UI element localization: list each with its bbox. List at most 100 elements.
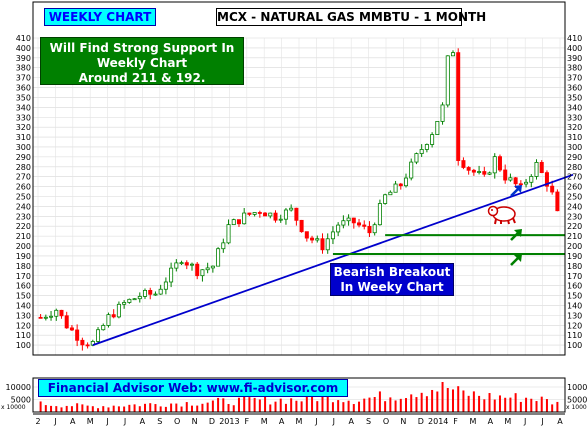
candle-body: [367, 225, 372, 234]
volume-bar: [535, 401, 538, 412]
volume-bar: [196, 405, 199, 412]
candle-body: [445, 55, 450, 106]
arrow-up-right-icon: [510, 254, 522, 266]
candle-body: [268, 212, 273, 217]
x-tick-label: A: [279, 417, 285, 426]
volume-bar: [519, 401, 522, 412]
candle-body: [503, 169, 508, 181]
volume-bar: [551, 404, 554, 412]
y-tick-label-left: 250: [16, 193, 31, 202]
x-tick-label: J: [53, 417, 56, 426]
y-tick-label-left: 240: [16, 202, 31, 211]
candle-body: [351, 217, 356, 224]
volume-bar: [159, 406, 162, 412]
y-tick-label-left: 370: [16, 74, 31, 83]
y-tick-label-left: 170: [16, 272, 31, 281]
y-tick-label-right: 400: [567, 44, 582, 53]
candle-body: [310, 237, 315, 241]
arrow-markers: [510, 185, 522, 266]
candle-body: [461, 160, 466, 168]
volume-bar: [457, 386, 460, 412]
support-line-1: Will Find Strong Support In: [49, 41, 235, 55]
volume-bar: [478, 395, 481, 412]
y-tick-label-right: 350: [567, 93, 582, 102]
candle-body: [205, 267, 210, 271]
y-tick-label-left: 330: [16, 113, 31, 122]
candle-body: [544, 172, 549, 187]
volume-bar: [399, 398, 402, 412]
x-tick-label: O: [383, 417, 389, 426]
candle-body: [424, 144, 429, 150]
volume-bar: [91, 406, 94, 412]
x-tick-label: M: [296, 417, 303, 426]
volume-bar: [545, 399, 548, 412]
volume-bar: [217, 397, 220, 412]
candle-body: [550, 185, 555, 193]
volume-bar: [65, 405, 68, 412]
volume-bar: [405, 398, 408, 412]
candle-body: [252, 212, 257, 215]
volume-bar: [436, 391, 439, 412]
candle-body: [497, 156, 502, 171]
candle-body: [257, 212, 262, 214]
volume-bar: [39, 401, 42, 412]
y-tick-label-right: 230: [567, 212, 582, 221]
candle-body: [336, 224, 341, 233]
candle-body: [221, 242, 226, 250]
y-tick-label-left: 220: [16, 222, 31, 231]
x-tick-label: O: [174, 417, 180, 426]
price-candles: [38, 48, 560, 351]
candle-body: [158, 288, 163, 295]
y-tick-label-right: 290: [567, 153, 582, 162]
candle-body: [184, 262, 189, 266]
volume-bar: [368, 397, 371, 412]
volume-bar: [347, 400, 350, 412]
y-tick-label-right: 300: [567, 143, 582, 152]
y-tick-label-right: 240: [567, 202, 582, 211]
volume-bar: [55, 406, 58, 412]
candle-body: [106, 314, 111, 326]
volume-bar: [311, 396, 314, 412]
candle-body: [419, 149, 424, 155]
candle-body: [195, 263, 200, 277]
x-tick-label: M: [504, 417, 511, 426]
candle-body: [315, 238, 320, 241]
x-tick-label: A: [70, 417, 76, 426]
candle-body: [487, 172, 492, 175]
candle-body: [294, 207, 299, 221]
y-tick-label-right: 410: [567, 34, 582, 43]
candle-body: [101, 325, 106, 331]
x-tick-label: M: [261, 417, 268, 426]
candle-body: [383, 194, 388, 204]
candle-body: [450, 52, 455, 57]
candle-body: [518, 183, 523, 186]
volume-bar: [389, 397, 392, 412]
volume-frame: [32, 377, 566, 413]
volume-bar: [222, 398, 225, 412]
candle-body: [64, 315, 69, 329]
volume-bar: [50, 405, 53, 412]
candle-body: [330, 231, 335, 240]
y-tick-label-right: 110: [567, 331, 582, 340]
support-annotation: Will Find Strong Support In Weekly Chart…: [40, 37, 244, 85]
volume-bar: [164, 406, 167, 412]
candle-body: [283, 209, 288, 220]
y-tick-label-right: 160: [567, 282, 582, 291]
volume-tick-label-left: 5000: [11, 396, 31, 405]
y-tick-label-right: 130: [567, 311, 582, 320]
candle-body: [529, 176, 534, 183]
x-tick-label: A: [140, 417, 146, 426]
y-tick-label-left: 350: [16, 93, 31, 102]
y-tick-label-right: 330: [567, 113, 582, 122]
candle-body: [200, 269, 205, 277]
y-tick-label-left: 110: [16, 331, 31, 340]
candle-body: [398, 183, 403, 187]
candle-body: [263, 212, 268, 217]
candle-body: [226, 224, 231, 244]
volume-bar: [509, 397, 512, 412]
y-tick-label-left: 410: [16, 34, 31, 43]
volume-bar: [363, 398, 366, 412]
price-frame: [32, 1, 566, 356]
